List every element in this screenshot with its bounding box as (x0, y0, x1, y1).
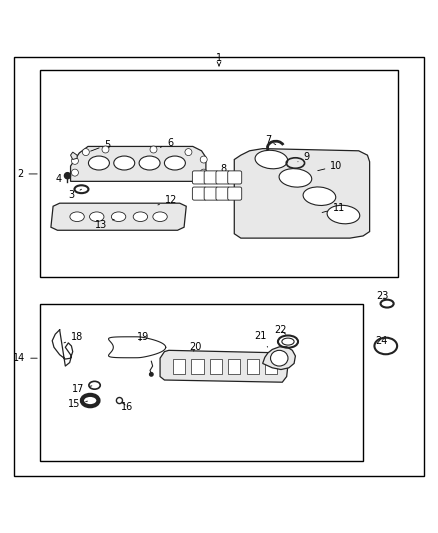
FancyBboxPatch shape (192, 171, 206, 184)
Circle shape (64, 173, 71, 179)
Bar (210, 359, 222, 374)
Ellipse shape (133, 212, 148, 222)
Text: 14: 14 (13, 353, 37, 363)
Ellipse shape (303, 187, 336, 205)
Ellipse shape (89, 212, 104, 222)
Polygon shape (71, 152, 77, 159)
Text: 23: 23 (377, 291, 389, 301)
Ellipse shape (70, 212, 84, 222)
FancyBboxPatch shape (216, 187, 230, 200)
FancyBboxPatch shape (204, 171, 218, 184)
Circle shape (185, 149, 192, 156)
FancyBboxPatch shape (228, 187, 242, 200)
Ellipse shape (327, 205, 360, 224)
Circle shape (200, 156, 207, 163)
Bar (191, 359, 204, 374)
Text: 7: 7 (265, 135, 276, 145)
Circle shape (82, 149, 89, 156)
Text: 15: 15 (68, 399, 88, 409)
Ellipse shape (164, 156, 185, 170)
Ellipse shape (88, 156, 110, 170)
Text: 16: 16 (121, 402, 134, 411)
Circle shape (150, 146, 157, 153)
Polygon shape (234, 149, 370, 238)
Text: 11: 11 (322, 203, 345, 213)
Text: 20: 20 (189, 342, 201, 352)
Text: 12: 12 (158, 195, 177, 205)
Circle shape (71, 157, 78, 164)
FancyBboxPatch shape (228, 171, 242, 184)
Ellipse shape (279, 168, 312, 187)
Ellipse shape (139, 156, 160, 170)
Bar (228, 359, 240, 374)
FancyBboxPatch shape (204, 187, 218, 200)
Ellipse shape (282, 338, 294, 345)
Text: 5: 5 (91, 140, 111, 151)
Ellipse shape (153, 212, 167, 222)
Bar (40, 70, 398, 277)
Bar (40, 304, 363, 461)
FancyBboxPatch shape (192, 187, 206, 200)
Text: 18: 18 (64, 332, 83, 343)
Text: 10: 10 (318, 161, 343, 171)
Circle shape (200, 169, 207, 176)
Text: 17: 17 (72, 384, 92, 394)
Circle shape (102, 146, 109, 153)
Polygon shape (160, 350, 289, 382)
Circle shape (150, 373, 153, 376)
Bar (173, 359, 185, 374)
Text: 3: 3 (69, 189, 81, 200)
Bar (247, 359, 259, 374)
Text: 24: 24 (375, 336, 388, 346)
Circle shape (71, 169, 78, 176)
Text: 22: 22 (274, 325, 286, 335)
Ellipse shape (255, 150, 288, 169)
Text: 13: 13 (95, 220, 114, 230)
Bar (265, 359, 277, 374)
Polygon shape (71, 147, 206, 181)
Text: 4: 4 (56, 174, 67, 184)
Text: 8: 8 (217, 164, 226, 175)
Polygon shape (263, 347, 295, 369)
Text: 21: 21 (254, 332, 268, 347)
Text: 2: 2 (17, 169, 37, 179)
Text: 1: 1 (216, 53, 222, 66)
Text: 19: 19 (137, 332, 149, 342)
Ellipse shape (114, 156, 135, 170)
Polygon shape (51, 203, 186, 230)
Text: 6: 6 (160, 138, 173, 148)
FancyBboxPatch shape (216, 171, 230, 184)
Ellipse shape (271, 350, 288, 366)
Text: 9: 9 (298, 152, 309, 163)
Ellipse shape (111, 212, 126, 222)
